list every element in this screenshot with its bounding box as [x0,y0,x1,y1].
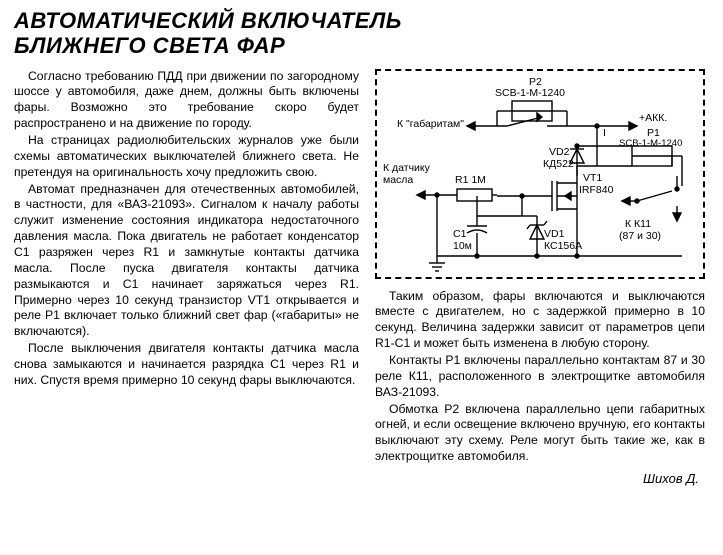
label-irf840: IRF840 [579,185,613,196]
paragraph: Автомат предназначен для отечественных а… [14,182,359,341]
paragraph: Согласно требованию ПДД при движении по … [14,69,359,132]
label-vt1: VT1 [583,173,602,184]
right-column: P2 SCB-1-M-1240 К "габаритам" +АКК. I P1… [375,69,705,486]
label-k-gabaritam: К "габаритам" [397,119,464,130]
label-p2-model: SCB-1-M-1240 [495,88,565,99]
paragraph: После выключения двигателя контакты датч… [14,341,359,389]
label-i: I [603,128,606,139]
label-k-k11: К К11 [625,219,651,230]
author-byline: Шихов Д. [375,471,705,486]
label-kc156a: КС156А [544,241,582,252]
title-line-1: АВТОМАТИЧЕСКИЙ ВКЛЮЧАТЕЛЬ [14,8,402,33]
label-c1: C1 [453,229,466,240]
label-p1: P1 [647,128,660,139]
label-r1: R1 1M [455,175,486,186]
label-k11-pins: (87 и 30) [619,231,661,242]
content-columns: Согласно требованию ПДД при движении по … [14,69,709,486]
label-p1-model: SCB-1-M-1240 [619,139,682,149]
right-text: Таким образом, фары включаются и выключа… [375,289,705,465]
paragraph: Таким образом, фары включаются и выключа… [375,289,705,352]
left-column: Согласно требованию ПДД при движении по … [14,69,359,486]
circuit-schematic: P2 SCB-1-M-1240 К "габаритам" +АКК. I P1… [375,69,705,279]
label-vd2: VD2 [549,147,569,158]
title-line-2: БЛИЖНЕГО СВЕТА ФАР [14,33,285,58]
label-kd522: КД522 [543,159,574,170]
label-k-datchiku: К датчику [383,163,430,174]
article-title: АВТОМАТИЧЕСКИЙ ВКЛЮЧАТЕЛЬ БЛИЖНЕГО СВЕТА… [14,8,709,59]
paragraph: Обмотка Р2 включена параллельно цепи габ… [375,402,705,465]
paragraph: Контакты Р1 включены параллельно контакт… [375,353,705,401]
paragraph: На страницах радиолюбительских журналов … [14,133,359,181]
label-vd1: VD1 [544,229,564,240]
label-masla: масла [383,175,413,186]
label-p2: P2 [529,77,542,88]
label-akk: +АКК. [639,113,667,124]
label-c1-val: 10м [453,241,472,252]
